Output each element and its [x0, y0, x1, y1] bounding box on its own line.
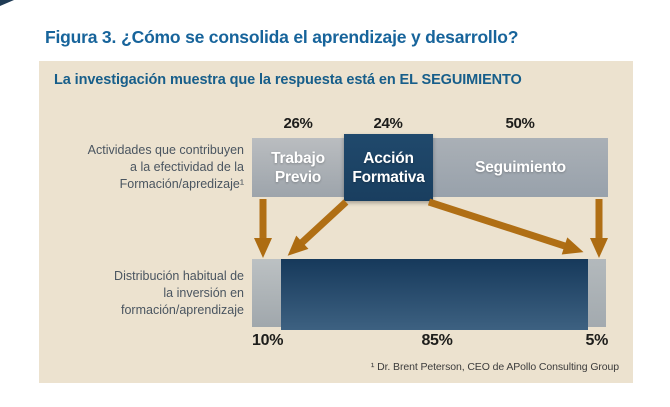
bottom-segment-previo — [252, 259, 281, 327]
bottom-segment-seguimiento — [588, 259, 606, 327]
bottom-axis-label: Distribución habitual de la inversión en… — [114, 269, 244, 317]
page-corner-graphic — [0, 0, 14, 6]
top-pct-accion-formativa: 24% — [373, 115, 403, 132]
bottom-segment-formativa — [281, 259, 588, 330]
top-pct-trabajo-previo: 26% — [283, 115, 313, 132]
footnote: ¹ Dr. Brent Peterson, CEO de APollo Cons… — [370, 361, 619, 373]
segment-accion-formativa-label: Acción Formativa — [352, 149, 425, 186]
segment-accion-formativa: Acción Formativa — [344, 134, 433, 201]
bottom-pct-formativa: 85% — [421, 332, 453, 349]
segment-trabajo-previo-label: Trabajo Previo — [271, 149, 325, 186]
figure-title: Figura 3. ¿Cómo se consolida el aprendiza… — [45, 27, 518, 48]
figure-question: ¿Cómo se consolida el aprendizaje y desa… — [121, 27, 519, 47]
panel-headline: La investigación muestra que la respuest… — [54, 72, 522, 88]
top-pct-seguimiento: 50% — [505, 115, 535, 132]
segment-trabajo-previo: Trabajo Previo — [252, 138, 344, 197]
segment-seguimiento-label: Seguimiento — [475, 159, 566, 176]
figure-panel — [39, 61, 633, 383]
bottom-pct-previo: 10% — [252, 332, 284, 349]
figure-number: Figura 3. — [45, 27, 117, 47]
segment-seguimiento: Seguimiento — [433, 138, 608, 197]
top-axis-label: Actividades que contribuyen a la efectiv… — [87, 143, 244, 191]
bottom-pct-seguimiento: 5% — [585, 332, 608, 349]
